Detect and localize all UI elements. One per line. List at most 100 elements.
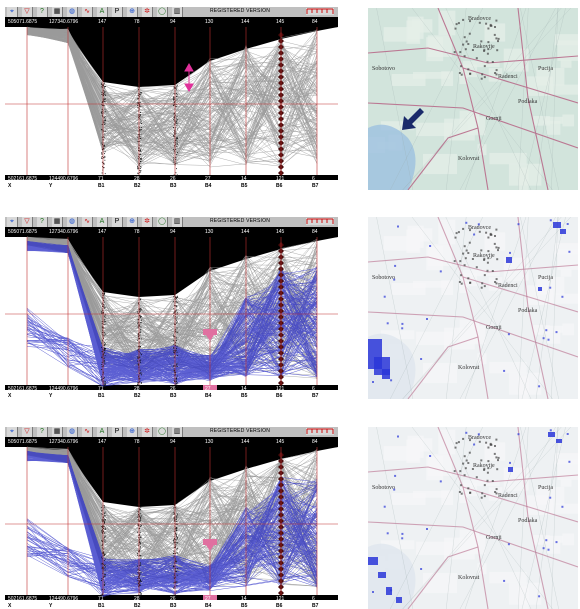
- grid-icon[interactable]: ▦: [52, 7, 63, 17]
- crosshair-icon[interactable]: ⊕: [127, 7, 138, 17]
- cluster-icon[interactable]: ∿: [82, 427, 93, 437]
- color-wheel-icon[interactable]: ✲: [142, 7, 153, 17]
- axis-value-label: 27: [205, 386, 211, 392]
- axis-name-bar: X Y B1 B2 B3 B4 B5 B6 B7: [5, 180, 338, 189]
- axis-value-label: 502161.6875: [8, 596, 38, 602]
- axis-name-b4: B4: [205, 603, 212, 609]
- axis-value-label: 28: [134, 386, 140, 392]
- brush-range-bottom[interactable]: [203, 595, 217, 600]
- axis-name-b6: B6: [276, 183, 283, 189]
- axis-value-label: 144: [241, 229, 250, 235]
- axis-value-label: 78: [134, 439, 140, 445]
- lines-icon[interactable]: ▥: [172, 427, 183, 437]
- grid-icon[interactable]: ▦: [52, 427, 63, 437]
- parallel-coords-panel-1[interactable]: ⌖ ▽? ▦ ◍ ∿ A P ⊕ ✲ ◯ ▥ REGISTERED VERSION 505071.6…: [5, 7, 338, 189]
- palette-icon[interactable]: ◍: [67, 7, 78, 17]
- axis-name-b2: B2: [134, 183, 141, 189]
- parallel-icon[interactable]: ⌖: [7, 217, 18, 227]
- axis-name-x: X: [8, 183, 12, 189]
- parallel-coords-plot[interactable]: [5, 427, 338, 609]
- axis-value-label: 147: [98, 439, 107, 445]
- ellipse-icon[interactable]: ◯: [157, 427, 168, 437]
- selected-pixels: [548, 432, 555, 437]
- ab-icon[interactable]: A: [97, 217, 108, 227]
- select-icon[interactable]: ▽: [22, 7, 33, 17]
- parallel-icon[interactable]: ⌖: [7, 427, 18, 437]
- parallel-coords-panel-2[interactable]: ⌖ ▽? ▦ ◍ ∿ A P ⊕ ✲ ◯ ▥ REGISTERED VERSION 505071.6…: [5, 217, 338, 399]
- map-label: Rakovtje: [473, 253, 495, 259]
- selected-pixels: [560, 229, 566, 234]
- map-image: Bradovce Rakovtje Sobotovo Radenci Pucija Pod…: [368, 217, 578, 399]
- axis-value-label: 130: [205, 229, 214, 235]
- parallel-coords-panel-3[interactable]: ⌖ ▽? ▦ ◍ ∿ A P ⊕ ✲ ◯ ▥ REGISTERED VERSION 505071.6…: [5, 427, 338, 609]
- axis-min-labels: 502161.6875 124490.6796 71 28 26 27 14 121 6: [5, 386, 338, 392]
- axis-value-label: 28: [134, 596, 140, 602]
- palette-icon[interactable]: ◍: [67, 427, 78, 437]
- axis-name-y: Y: [49, 393, 53, 399]
- axis-value-label: 6: [312, 386, 315, 392]
- map-label: Rakovtje: [473, 463, 495, 469]
- axis-value-label: 145: [276, 19, 285, 25]
- brush-arrow[interactable]: [206, 335, 214, 341]
- selected-pixels: [378, 572, 386, 578]
- parallel-icon[interactable]: ⌖: [7, 7, 18, 17]
- ruler-icon[interactable]: [306, 428, 334, 435]
- axis-value-label: 84: [312, 229, 318, 235]
- select-icon[interactable]: ▽: [22, 427, 33, 437]
- map-label: Kolovrat: [458, 575, 480, 581]
- cluster-icon[interactable]: ∿: [82, 217, 93, 227]
- color-wheel-icon[interactable]: ✲: [142, 217, 153, 227]
- ruler-icon[interactable]: [306, 8, 334, 15]
- axis-value-label: 505071.6875: [8, 439, 38, 445]
- map-label: Gornji: [486, 535, 502, 541]
- axis-value-label: 502161.6875: [8, 176, 38, 182]
- color-wheel-icon[interactable]: ✲: [142, 427, 153, 437]
- cluster-icon[interactable]: ∿: [82, 7, 93, 17]
- zoom-icon[interactable]: P: [112, 7, 123, 17]
- query-icon[interactable]: ?: [37, 427, 48, 437]
- lines-icon[interactable]: ▥: [172, 7, 183, 17]
- query-icon[interactable]: ?: [37, 7, 48, 17]
- brush-handle[interactable]: [184, 62, 194, 93]
- lines-icon[interactable]: ▥: [172, 217, 183, 227]
- topographic-map-3[interactable]: Bradovce Rakovtje Sobotovo Radenci Pucija Pod…: [368, 427, 578, 609]
- ellipse-icon[interactable]: ◯: [157, 217, 168, 227]
- selected-pixels: [382, 369, 390, 379]
- palette-icon[interactable]: ◍: [67, 217, 78, 227]
- brush-arrow[interactable]: [206, 545, 214, 551]
- brush-range-top[interactable]: [203, 539, 217, 545]
- axis-name-b1: B1: [98, 183, 105, 189]
- axis-name-b2: B2: [134, 393, 141, 399]
- map-label: Podlaka: [518, 308, 538, 314]
- ruler-icon[interactable]: [306, 218, 334, 225]
- axis-value-label: 130: [205, 19, 214, 25]
- toolbar: ⌖ ▽? ▦ ◍ ∿ A P ⊕ ✲ ◯ ▥ REGISTERED VERSION: [5, 427, 338, 437]
- brush-range-bottom[interactable]: [203, 385, 217, 390]
- selected-pixels: [553, 222, 561, 228]
- axis-value-label: 27: [205, 596, 211, 602]
- parallel-coords-plot[interactable]: [5, 7, 338, 189]
- ab-icon[interactable]: A: [97, 427, 108, 437]
- zoom-icon[interactable]: P: [112, 217, 123, 227]
- axis-min-labels: 502161.6875 124490.6796 71 28 26 27 14 121 6: [5, 176, 338, 182]
- axis-value-label: 505071.6875: [8, 19, 38, 25]
- zoom-icon[interactable]: P: [112, 427, 123, 437]
- brush-range-top[interactable]: [203, 329, 217, 335]
- topographic-map-2[interactable]: Bradovce Rakovtje Sobotovo Radenci Pucija Pod…: [368, 217, 578, 399]
- axis-name-x: X: [8, 603, 12, 609]
- select-icon[interactable]: ▽: [22, 217, 33, 227]
- ellipse-icon[interactable]: ◯: [157, 7, 168, 17]
- axis-name-b6: B6: [276, 393, 283, 399]
- crosshair-icon[interactable]: ⊕: [127, 217, 138, 227]
- axis-value-label: 130: [205, 439, 214, 445]
- axis-value-label: 14: [241, 176, 247, 182]
- parallel-coords-plot[interactable]: [5, 217, 338, 399]
- grid-icon[interactable]: ▦: [52, 217, 63, 227]
- map-label: Sobotovo: [372, 275, 395, 281]
- axis-name-b3: B3: [170, 183, 177, 189]
- ab-icon[interactable]: A: [97, 7, 108, 17]
- topographic-map-1[interactable]: Bradovce Rakovtje Sobotovo Radenci Pucija Pod…: [368, 8, 578, 190]
- query-icon[interactable]: ?: [37, 217, 48, 227]
- axis-name-y: Y: [49, 183, 53, 189]
- crosshair-icon[interactable]: ⊕: [127, 427, 138, 437]
